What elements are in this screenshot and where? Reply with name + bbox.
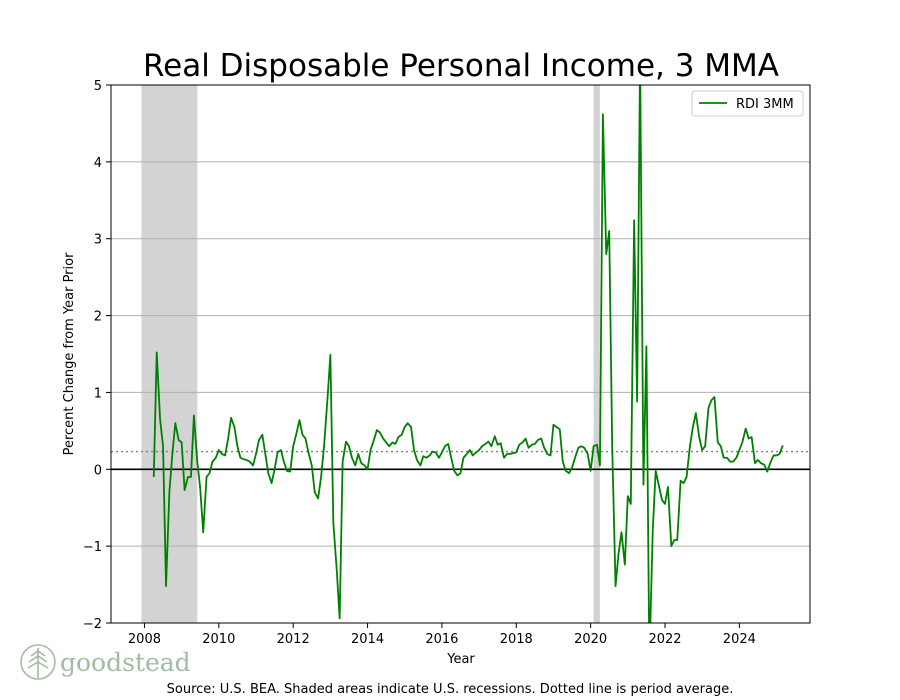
chart-title: Real Disposable Personal Income, 3 MMA <box>143 48 779 84</box>
rdi-3mm-line <box>152 85 784 623</box>
logo-wordmark: goodstead <box>60 648 191 677</box>
y-axis-label: Percent Change from Year Prior <box>62 252 77 456</box>
x-tick-label: 2010 <box>202 632 235 647</box>
x-tick-label: 2020 <box>574 632 607 647</box>
y-tick-label: 5 <box>94 79 102 94</box>
x-tick-label: 2012 <box>277 632 310 647</box>
recession-band <box>593 85 600 623</box>
recession-band <box>141 85 198 623</box>
y-tick-label: −2 <box>83 617 102 632</box>
y-tick-label: −1 <box>83 540 102 555</box>
legend-box <box>691 90 804 117</box>
x-tick-label: 2018 <box>500 632 533 647</box>
source-note: Source: U.S. BEA. Shaded areas indicate … <box>167 682 734 697</box>
tree-icon <box>20 644 56 680</box>
plot-frame <box>110 84 811 624</box>
x-axis-label: Year <box>446 652 475 667</box>
y-tick-label: 2 <box>94 310 102 325</box>
horizontal-gridlines <box>111 161 810 547</box>
y-axis-ticks: −2 −1 0 1 2 3 4 5 <box>83 79 111 632</box>
x-tick-label: 2014 <box>351 632 384 647</box>
x-tick-label: 2024 <box>723 632 756 647</box>
x-tick-label: 2008 <box>128 632 161 647</box>
recession-shading <box>141 85 600 623</box>
legend-label: RDI 3MM <box>736 97 794 112</box>
x-tick-label: 2016 <box>425 632 458 647</box>
goodstead-logo: goodstead <box>20 644 191 680</box>
y-tick-label: 1 <box>94 386 102 401</box>
x-tick-label: 2022 <box>648 632 681 647</box>
x-axis-ticks: 2008 2010 2012 2014 2016 2018 2020 2022 2024 <box>128 623 756 647</box>
y-tick-label: 0 <box>94 463 102 478</box>
legend: RDI 3MM <box>691 90 804 117</box>
y-tick-label: 3 <box>94 233 102 248</box>
y-tick-label: 4 <box>94 156 102 171</box>
